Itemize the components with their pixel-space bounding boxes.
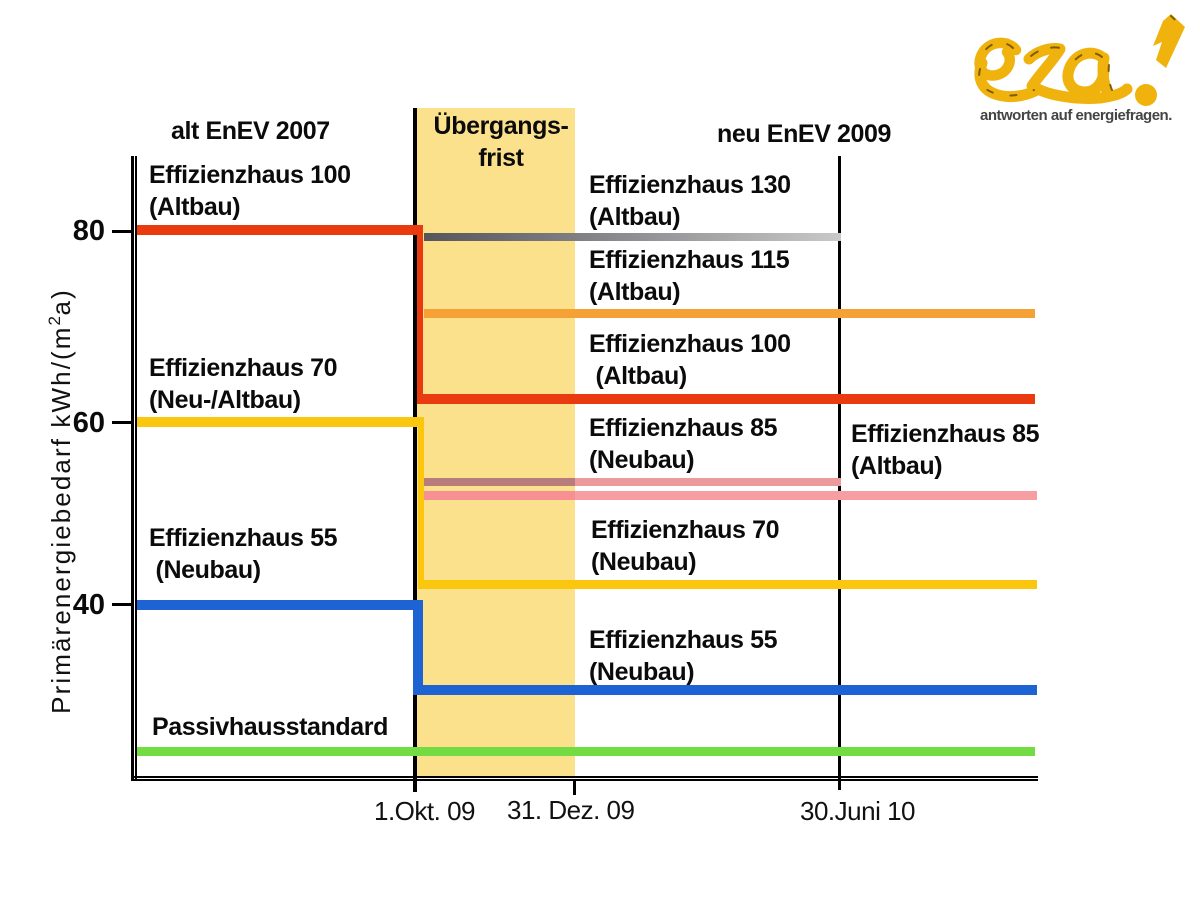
svg-text:antworten auf energiefragen.: antworten auf energiefragen. — [980, 107, 1172, 124]
